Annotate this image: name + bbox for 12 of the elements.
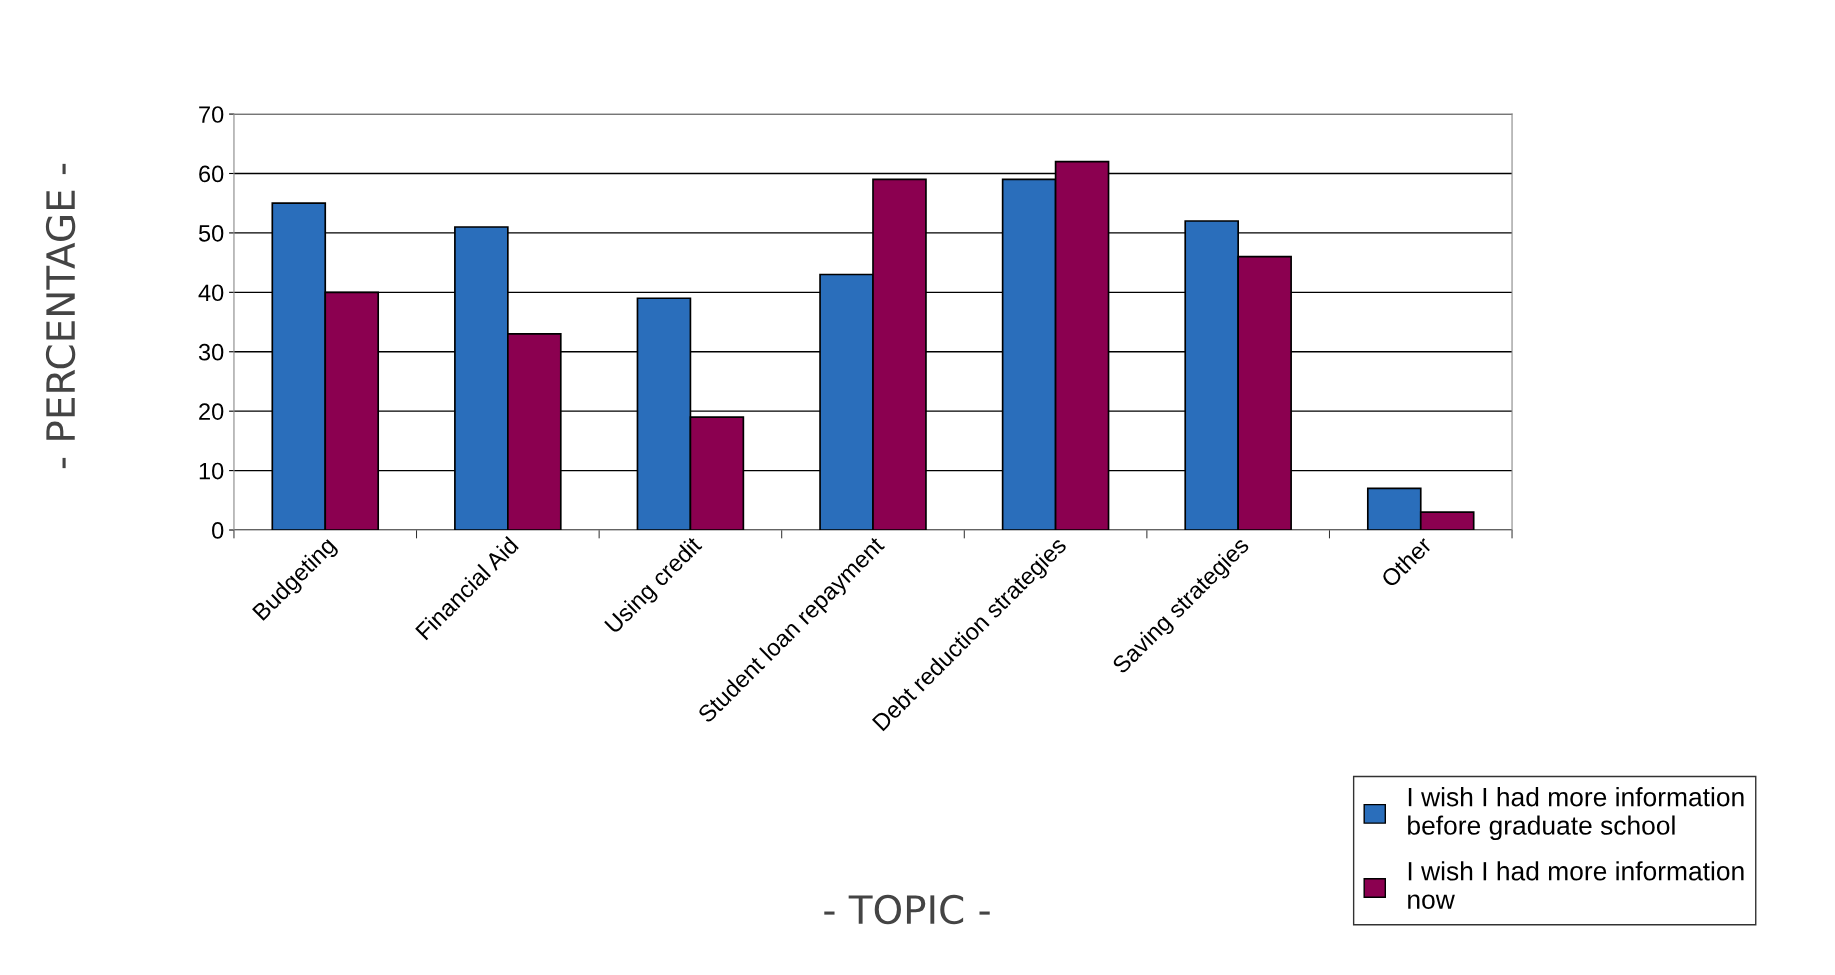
legend-label: I wish I had more information now (1408, 861, 1744, 909)
x-axis-title: - TOPIC - (824, 894, 990, 925)
y-tick-label: 20 (199, 403, 224, 420)
y-tick-label: 40 (198, 284, 224, 302)
y-tick-label: 30 (198, 343, 224, 361)
y-axis-title: - PERCENTAGE - (45, 163, 76, 469)
y-tick-label: 70 (199, 106, 224, 123)
y-tick-label: 10 (199, 462, 224, 480)
y-tick-label: 0 (212, 522, 224, 539)
legend-label: I wish I had more information before graduate school (1408, 787, 1744, 841)
y-tick-label: 50 (198, 224, 224, 242)
y-tick-label: 60 (199, 165, 224, 183)
